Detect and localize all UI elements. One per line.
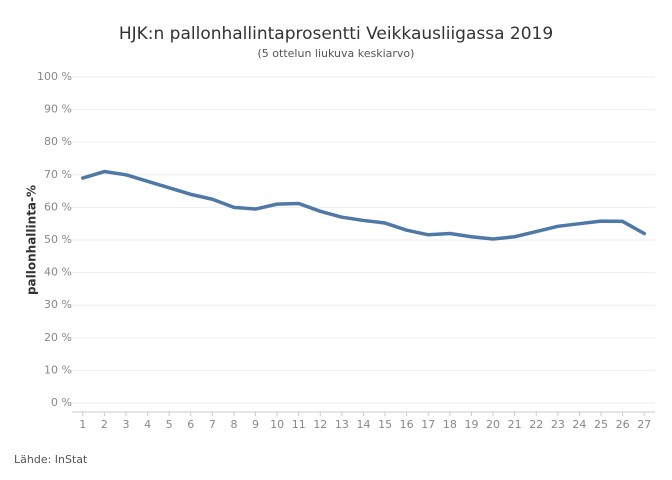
- x-tick-label: 27: [637, 418, 651, 431]
- x-tick-label: 20: [486, 418, 500, 431]
- y-tick-label: 80 %: [44, 135, 72, 148]
- x-tick-label: 22: [529, 418, 543, 431]
- x-tick-label: 18: [443, 418, 457, 431]
- x-tick-label: 5: [166, 418, 173, 431]
- x-tick-label: 6: [187, 418, 194, 431]
- x-tick-label: 1: [79, 418, 86, 431]
- x-tick-label: 12: [313, 418, 327, 431]
- chart-subtitle: (5 ottelun liukuva keskiarvo): [258, 47, 415, 60]
- y-tick-label: 50 %: [44, 233, 72, 246]
- x-tick-label: 7: [209, 418, 216, 431]
- x-tick-label: 23: [551, 418, 565, 431]
- y-tick-label: 0 %: [51, 396, 72, 409]
- y-tick-label: 100 %: [37, 70, 72, 83]
- x-tick-label: 3: [122, 418, 129, 431]
- x-tick-label: 25: [594, 418, 608, 431]
- source: Lähde: InStat: [14, 453, 88, 466]
- y-tick-label: 60 %: [44, 200, 72, 213]
- x-tick-label: 9: [252, 418, 259, 431]
- line: [81, 169, 646, 241]
- x-tick-label: 26: [616, 418, 630, 431]
- x-tick-label: 2: [101, 418, 108, 431]
- x-tick-label: 13: [335, 418, 349, 431]
- y-tick-label: 10 %: [44, 363, 72, 376]
- x-tick-label: 19: [464, 418, 478, 431]
- x-tick-label: 24: [572, 418, 586, 431]
- y-tick-label: 90 %: [44, 103, 72, 116]
- x-tick-label: 11: [292, 418, 306, 431]
- y-tick-label: 30 %: [44, 298, 72, 311]
- x-tick-label: 8: [230, 418, 237, 431]
- chart-title: HJK:n pallonhallintaprosentti Veikkausli…: [119, 24, 553, 44]
- y-tick-label: 40 %: [44, 266, 72, 279]
- x-tick-label: 10: [270, 418, 284, 431]
- x-tick-label: 21: [508, 418, 522, 431]
- x-tick-label: 15: [378, 418, 392, 431]
- x-tick-label: 17: [421, 418, 435, 431]
- x-tick-label: 4: [144, 418, 151, 431]
- y-axis-label: pallonhallinta-%: [25, 185, 39, 295]
- y-tick-label: 70 %: [44, 168, 72, 181]
- x-tick-label: 16: [400, 418, 414, 431]
- y-tick-label: 20 %: [44, 331, 72, 344]
- x-tick-label: 14: [357, 418, 371, 431]
